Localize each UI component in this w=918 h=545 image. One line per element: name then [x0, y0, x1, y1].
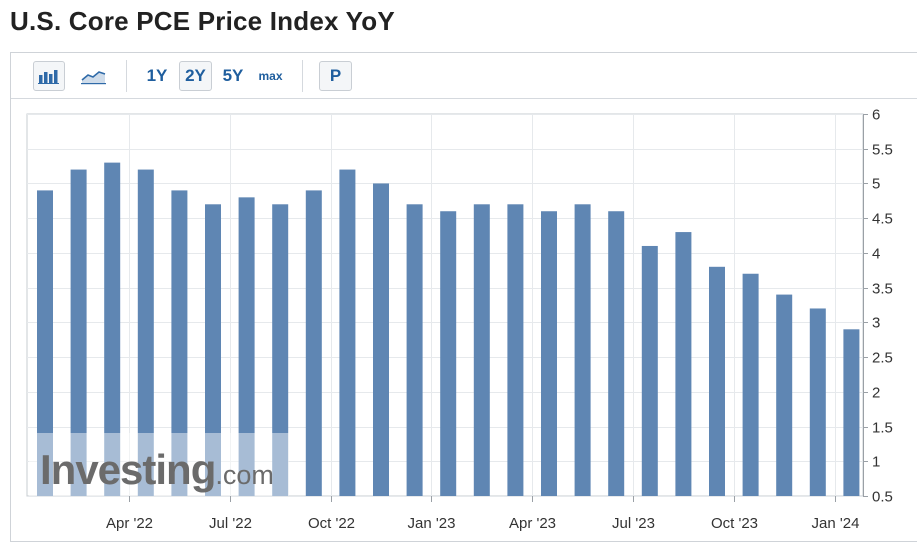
x-tick-label: Jan '23: [408, 515, 456, 532]
p-label: P: [329, 66, 342, 85]
y-tick-label: 1.5: [872, 420, 893, 437]
range-2y-button[interactable]: 2Y: [179, 61, 212, 91]
range-2y-label: 2Y: [185, 66, 206, 85]
range-5y-label: 5Y: [222, 66, 244, 85]
toolbar-separator: [302, 60, 303, 92]
x-tick-label: Jul '23: [612, 515, 655, 532]
bar: [305, 190, 322, 496]
range-1y-button[interactable]: 1Y: [142, 61, 172, 91]
range-5y-button[interactable]: 5Y: [218, 61, 248, 91]
bar: [373, 183, 389, 497]
toolbar-separator: [126, 60, 127, 92]
bar: [809, 308, 826, 496]
x-tick-label: Oct '22: [308, 515, 355, 532]
bar: [574, 204, 591, 497]
range-max-button[interactable]: max: [254, 61, 287, 91]
x-tick-label: Oct '23: [711, 515, 758, 532]
line-chart-button[interactable]: [78, 61, 110, 91]
bar: [37, 190, 53, 496]
bar: [406, 204, 423, 497]
y-tick-label: 2.5: [872, 350, 893, 367]
bar-chart-icon: [38, 70, 59, 84]
y-tick-label: 3.5: [872, 281, 893, 298]
bar: [776, 294, 793, 496]
bar: [272, 204, 289, 497]
y-tick-label: 4.5: [872, 211, 893, 228]
y-tick-label: 0.5: [872, 489, 893, 506]
bar: [205, 204, 221, 497]
bar: [238, 197, 255, 496]
watermark-logo: Investing.com: [40, 446, 274, 493]
p-button[interactable]: P: [319, 61, 352, 91]
y-tick-label: 3: [872, 315, 880, 332]
y-tick-label: 6: [872, 107, 880, 124]
watermark-band: [29, 433, 289, 496]
bar: [675, 232, 692, 496]
bar-chart-button[interactable]: [33, 61, 65, 91]
bar: [507, 204, 524, 497]
bar: [171, 190, 188, 496]
bar: [70, 169, 87, 496]
x-tick-label: Jan '24: [812, 515, 860, 532]
x-tick-label: Apr '22: [106, 515, 153, 532]
y-tick-label: 1: [872, 454, 880, 471]
bar: [137, 169, 154, 496]
x-tick-label: Apr '23: [509, 515, 556, 532]
range-1y-label: 1Y: [146, 66, 168, 85]
y-tick-label: 2: [872, 385, 880, 402]
watermark-brand: Investing: [40, 446, 215, 493]
y-tick-label: 5: [872, 176, 880, 193]
bar: [608, 211, 625, 496]
bar: [709, 266, 725, 496]
watermark-suffix: .com: [215, 460, 274, 490]
bar: [742, 273, 759, 496]
y-tick-label: 5.5: [872, 142, 893, 159]
bar: [641, 245, 658, 496]
bar: [843, 329, 860, 496]
x-tick-label: Jul '22: [209, 515, 252, 532]
line-chart-icon: [81, 71, 106, 85]
y-tick-label: 4: [872, 246, 880, 263]
bar: [440, 211, 457, 496]
bar: [104, 162, 121, 497]
bar: [339, 169, 356, 496]
range-max-label: max: [258, 69, 283, 83]
chart-toolbar: 1Y 2Y 5Y max P: [11, 53, 917, 99]
page-title: U.S. Core PCE Price Index YoY: [10, 6, 395, 36]
bar: [541, 211, 557, 496]
bar: [473, 204, 490, 497]
